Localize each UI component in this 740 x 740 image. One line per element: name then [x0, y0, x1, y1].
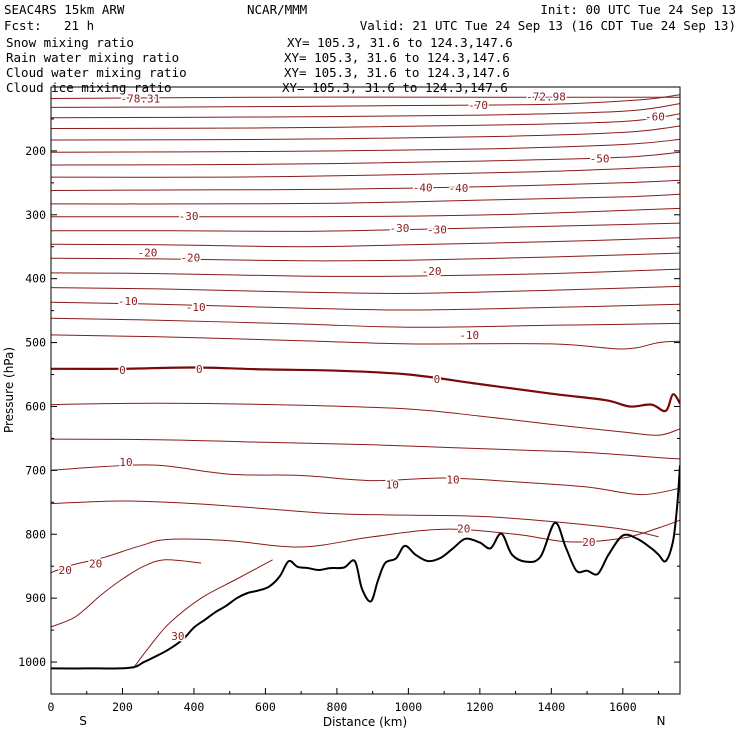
y-tick-label: 700	[25, 463, 46, 477]
x-tick-label: 1400	[537, 700, 565, 714]
direction-north: N	[657, 714, 666, 728]
contour-line	[51, 125, 680, 141]
contour-line	[51, 113, 680, 129]
contour-line	[132, 559, 273, 669]
y-tick-label: 600	[25, 399, 46, 413]
x-tick-label: 1200	[466, 700, 494, 714]
contour-label: -10	[118, 295, 138, 308]
contour-label: -20	[180, 252, 200, 265]
contour-line	[51, 438, 680, 460]
contour-line	[51, 237, 680, 248]
terrain-layer	[51, 465, 680, 670]
contour-label: -40	[413, 181, 433, 194]
contour-label: 30	[171, 630, 184, 643]
contour-line	[51, 138, 680, 153]
x-tick-label: 1600	[609, 700, 637, 714]
direction-south: S	[79, 714, 87, 728]
contour-label: 10	[119, 456, 132, 469]
contour-label: 10	[386, 478, 399, 491]
contour-line	[51, 94, 680, 108]
y-tick-label: 400	[25, 272, 46, 286]
contour-line	[51, 96, 680, 99]
terrain-line	[51, 465, 680, 670]
contour-line	[51, 103, 680, 119]
contour-line	[51, 301, 680, 311]
contour-line	[51, 252, 680, 262]
contour-lines	[51, 94, 680, 669]
x-tick-label: 200	[112, 700, 133, 714]
valid-time: Valid: 21 UTC Tue 24 Sep 13 (16 CDT Tue …	[360, 18, 736, 33]
contour-line	[51, 268, 680, 277]
contour-line	[51, 317, 680, 328]
contour-label: -30	[427, 223, 447, 236]
init-time: Init: 00 UTC Tue 24 Sep 13	[540, 2, 736, 17]
contour-line	[51, 222, 680, 232]
contour-labels: -78.31 -72.98 -70 -60 -50 -40 -40 -30 -30 -30 -20 -…	[57, 89, 666, 644]
contour-label: -30	[390, 222, 410, 235]
contour-label: -60	[645, 110, 665, 123]
field-xy-rain: XY= 105.3, 31.6 to 124.3,147.6	[284, 50, 510, 65]
contour-label: -10	[186, 301, 206, 314]
x-tick-label: 600	[255, 700, 276, 714]
y-tick-label: 200	[25, 144, 46, 158]
contour-label: 0	[196, 363, 203, 376]
x-tick-label: 1000	[395, 700, 423, 714]
field-name-cloud-water: Cloud water mixing ratio	[6, 65, 187, 80]
contour-label: 0	[119, 364, 126, 377]
field-name-snow: Snow mixing ratio	[6, 35, 134, 50]
contour-label: -20	[138, 246, 158, 259]
contour-label: -40	[448, 182, 468, 195]
contour-line	[51, 559, 202, 628]
y-tick-label: 300	[25, 208, 46, 222]
y-axis-label: Pressure (hPa)	[2, 347, 16, 433]
y-tick-label: 800	[25, 527, 46, 541]
plot-area: -78.31 -72.98 -70 -60 -50 -40 -40 -30 -30 -30 -20 -…	[50, 86, 681, 695]
contour-line	[51, 402, 680, 436]
contour-line	[51, 165, 680, 178]
contour-label: -10	[459, 329, 479, 342]
field-name-rain: Rain water mixing ratio	[6, 50, 179, 65]
contour-label: 20	[457, 523, 470, 536]
contour-line	[51, 334, 680, 350]
contour-label: 20	[59, 564, 72, 577]
contour-label: -70	[468, 99, 488, 112]
center-label: NCAR/MMM	[247, 2, 307, 17]
y-tick-label: 1000	[18, 655, 46, 669]
x-tick-label: 0	[48, 700, 55, 714]
contour-label: 20	[89, 558, 102, 571]
contour-label: 10	[446, 473, 459, 486]
x-axis-ticks: 0 200 400 600 800 1000 1200 1400 1600	[48, 688, 660, 714]
contour-line	[51, 464, 680, 496]
x-axis-label: Distance (km)	[323, 715, 407, 729]
contour-label: -30	[179, 210, 199, 223]
contour-label: -50	[590, 153, 610, 166]
contour-label: -78.31	[120, 93, 160, 106]
fcst-value: 21 h	[64, 18, 94, 33]
contour-line	[51, 285, 680, 294]
plot-frame	[50, 86, 681, 695]
x-tick-label: 800	[327, 700, 348, 714]
x-tick-label: 400	[184, 700, 205, 714]
contour-line	[51, 193, 680, 205]
contour-label: -20	[422, 265, 442, 278]
contour-label: 20	[582, 536, 595, 549]
y-tick-label: 500	[25, 336, 46, 350]
y-tick-label: 900	[25, 591, 46, 605]
contour-label: -72.98	[526, 91, 566, 104]
field-xy-snow: XY= 105.3, 31.6 to 124.3,147.6	[287, 35, 513, 50]
fcst-label: Fcst:	[4, 18, 42, 33]
field-xy-cloud-water: XY= 105.3, 31.6 to 124.3,147.6	[284, 65, 510, 80]
contour-label: 0	[434, 373, 441, 386]
contour-line	[51, 151, 680, 166]
contour-line	[51, 519, 680, 574]
contour-line	[51, 500, 659, 538]
contour-line	[51, 179, 680, 191]
contour-line	[51, 207, 680, 218]
contour-line-zero	[51, 366, 680, 413]
model-title: SEAC4RS 15km ARW	[4, 2, 125, 17]
